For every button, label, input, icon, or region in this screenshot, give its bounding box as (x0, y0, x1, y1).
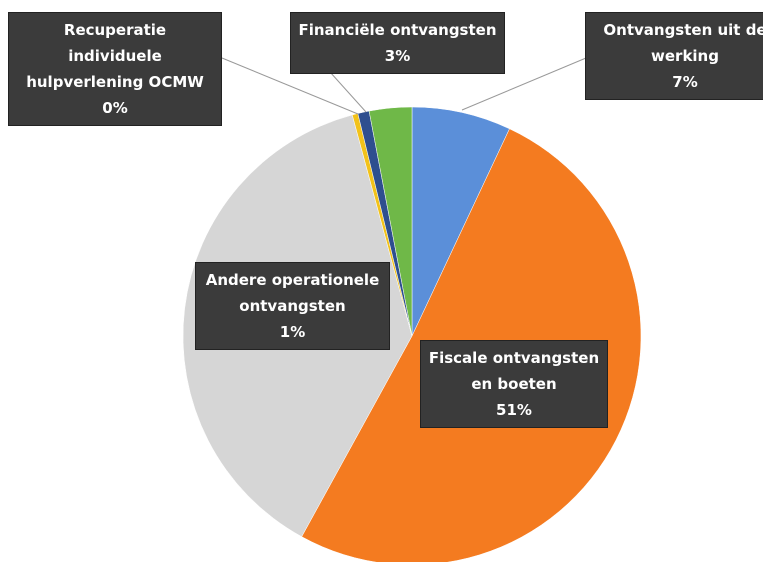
label-name: Andere operationele ontvangsten (205, 271, 380, 315)
data-label: Andere operationele ontvangsten 1% (195, 262, 390, 350)
data-label: Fiscale ontvangsten en boeten 51% (420, 340, 608, 428)
leader-line (221, 57, 359, 115)
label-value: 3% (384, 47, 411, 65)
label-name: Financiële ontvangsten (298, 21, 497, 39)
label-value: 7% (672, 73, 698, 91)
pie-slice (368, 106, 413, 337)
data-label: Recuperatie individuele hulpverlening OC… (8, 12, 222, 126)
data-label: Financiële ontvangsten 3% (290, 12, 505, 74)
label-value: 0% (102, 99, 128, 117)
leader-line (461, 57, 587, 111)
label-name: Recuperatie individuele hulpverlening OC… (26, 21, 204, 91)
label-name: Ontvangsten uit de werking (603, 21, 763, 65)
label-value: 51% (496, 401, 532, 419)
label-name: Fiscale ontvangsten en boeten (428, 349, 600, 393)
data-label: Ontvangsten uit de werking 7% (585, 12, 763, 100)
label-value: 1% (279, 323, 306, 341)
leader-line (329, 71, 367, 113)
